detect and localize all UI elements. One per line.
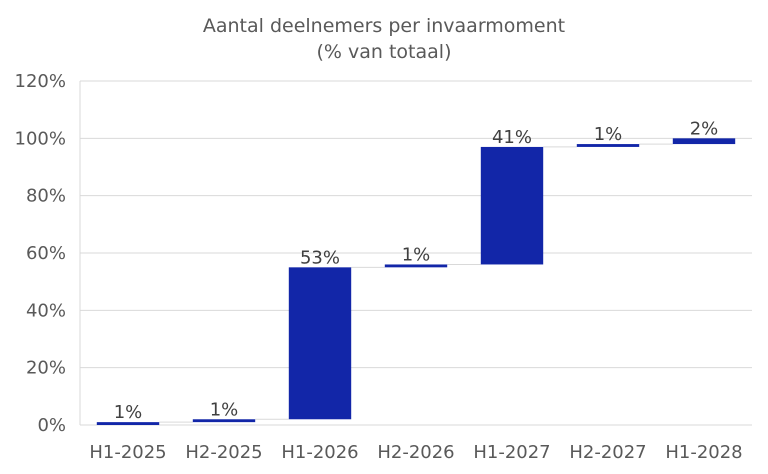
gridlines [79, 80, 752, 426]
x-tick-label: H2-2027 [569, 442, 646, 463]
bar-h1-2028 [672, 138, 736, 145]
x-axis-ticks: H1-2025 H2-2025 H1-2026 H2-2026 H1-2027 H2-20… [89, 442, 742, 463]
chart-title: Aantal deelnemers per invaarmoment [203, 15, 565, 37]
bar-h2-2026 [384, 264, 448, 268]
data-label: 1% [114, 402, 143, 423]
y-tick-label: 0% [37, 415, 66, 436]
data-label: 1% [210, 399, 239, 420]
connectors [159, 143, 673, 423]
y-tick-label: 20% [26, 358, 66, 379]
bar-h2-2027 [576, 144, 640, 147]
y-tick-label: 100% [15, 128, 66, 149]
data-label: 41% [492, 127, 532, 148]
x-tick-label: H2-2025 [185, 442, 262, 463]
bar-h1-2027 [480, 146, 544, 265]
data-label: 2% [690, 118, 719, 139]
x-tick-label: H2-2026 [377, 442, 454, 463]
y-tick-label: 60% [26, 243, 66, 264]
data-label: 1% [594, 124, 623, 145]
data-labels: 1% 1% 53% 1% 41% 1% 2% [114, 118, 719, 423]
chart-subtitle: (% van totaal) [317, 41, 452, 63]
y-axis-ticks: 0% 20% 40% 60% 80% 100% 120% [15, 71, 66, 436]
y-tick-label: 40% [26, 300, 66, 321]
bars [96, 138, 736, 425]
bar-h2-2025 [192, 419, 256, 423]
y-tick-label: 120% [15, 71, 66, 92]
data-label: 53% [300, 247, 340, 268]
x-tick-label: H1-2025 [89, 442, 166, 463]
x-tick-label: H1-2026 [281, 442, 358, 463]
data-label: 1% [402, 244, 431, 265]
bar-h1-2026 [288, 267, 352, 420]
y-tick-label: 80% [26, 186, 66, 207]
x-tick-label: H1-2027 [473, 442, 550, 463]
x-tick-label: H1-2028 [665, 442, 742, 463]
bar-h1-2025 [96, 422, 160, 425]
